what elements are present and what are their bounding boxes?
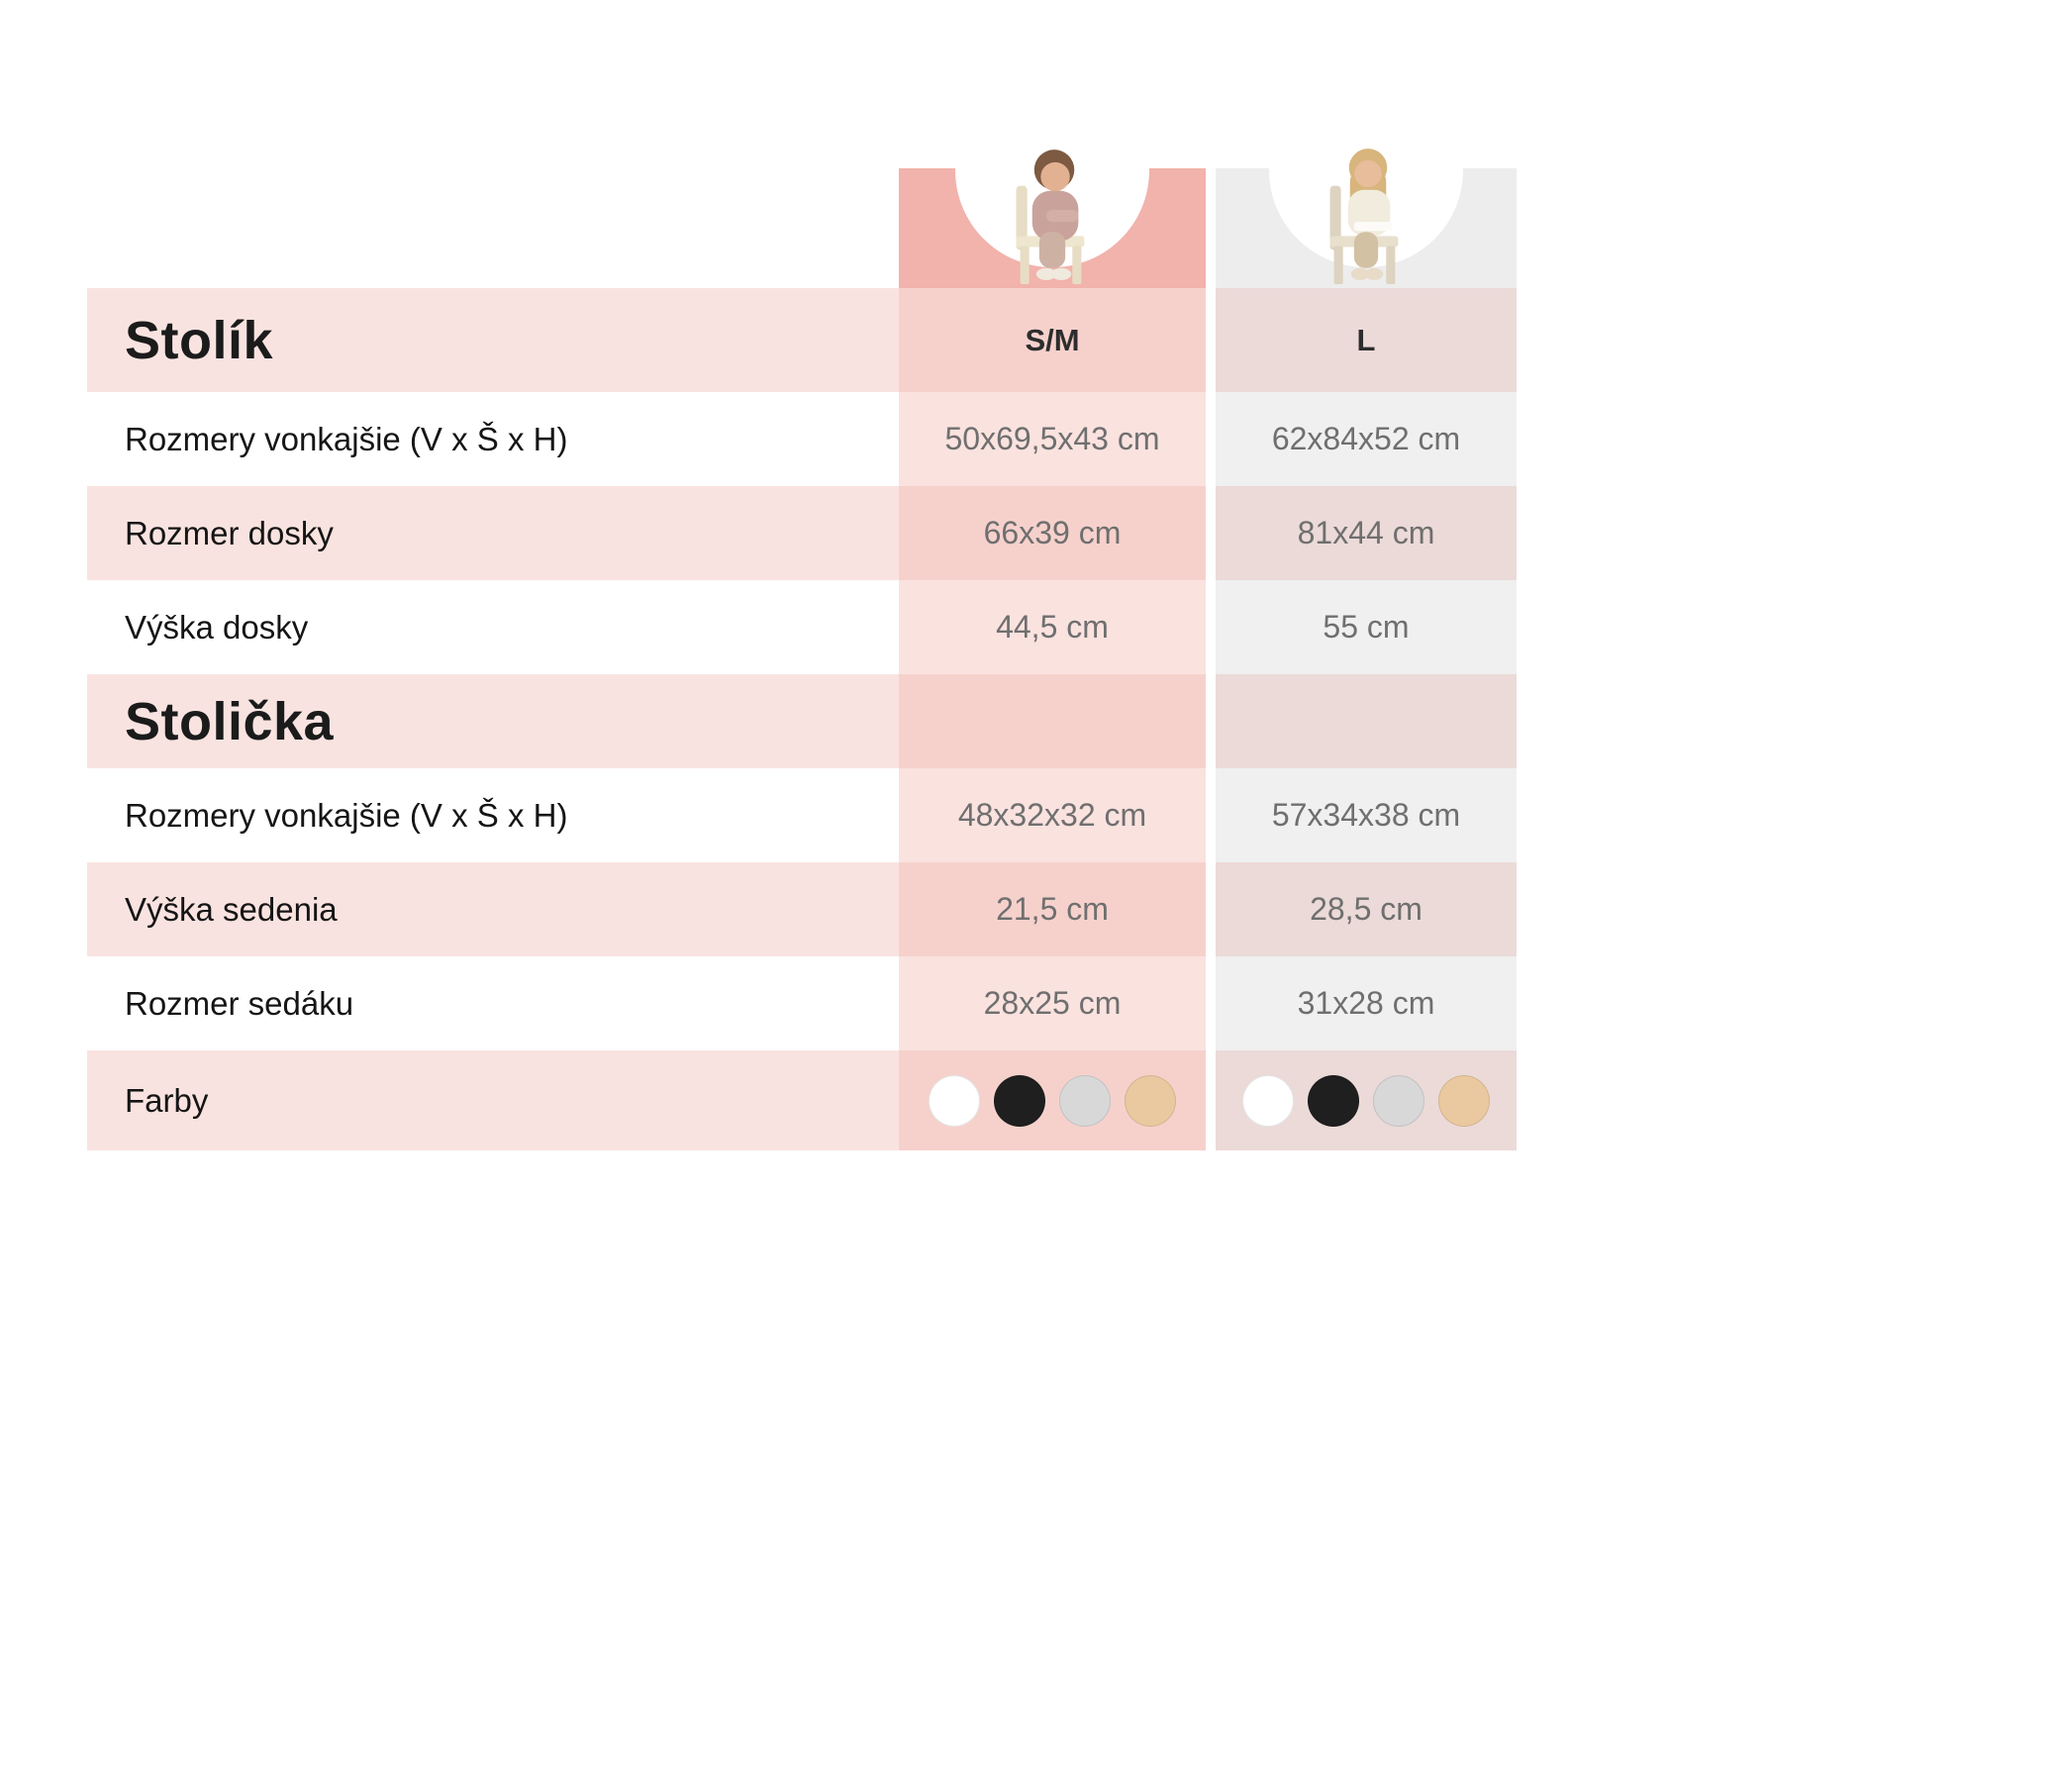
row-label: Rozmer sedáku [125, 984, 354, 1022]
value-l: 31x28 cm [1297, 985, 1435, 1021]
value-cell-sm: 44,5 cm [899, 580, 1206, 674]
color-swatch-black [994, 1074, 1045, 1127]
child-on-chair-photo-l [1329, 149, 1399, 284]
row-label-farby: Farby [125, 1081, 209, 1119]
row-label: Výška dosky [125, 608, 309, 646]
row-label-cell: Rozmery vonkajšie (V x Š x H) [87, 768, 899, 862]
value-cell-l [1216, 1050, 1517, 1150]
color-swatch-black [1308, 1074, 1359, 1127]
value-sm: 66x39 cm [983, 515, 1122, 550]
row-label: Rozmery vonkajšie (V x Š x H) [125, 796, 568, 834]
section-title-cell: Stolička [87, 674, 899, 768]
color-swatch-white [929, 1074, 980, 1127]
section-title-cell: Stolík [87, 288, 899, 392]
value-sm: 48x32x32 cm [957, 797, 1147, 833]
value-cell-sm: 66x39 cm [899, 486, 1206, 580]
empty-cell-l [1216, 674, 1517, 768]
column-gap [1206, 486, 1216, 580]
color-swatches-sm [929, 1074, 1176, 1127]
value-l: 55 cm [1323, 609, 1410, 645]
column-gap [1206, 580, 1216, 674]
table-row: Rozmery vonkajšie (V x Š x H) 50x69,5x43… [87, 392, 1517, 486]
row-label: Rozmery vonkajšie (V x Š x H) [125, 420, 568, 457]
value-cell-l: 31x28 cm [1216, 956, 1517, 1050]
color-swatch-gray [1059, 1074, 1111, 1127]
table-row: Rozmer dosky 66x39 cm 81x44 cm [87, 486, 1517, 580]
color-swatches-l [1242, 1074, 1490, 1127]
color-swatch-gray [1373, 1074, 1424, 1127]
value-cell-l: 57x34x38 cm [1216, 768, 1517, 862]
column-gap [1206, 768, 1216, 862]
value-cell-l: 81x44 cm [1216, 486, 1517, 580]
column-gap [1206, 1050, 1216, 1150]
value-l: 81x44 cm [1297, 515, 1435, 550]
column-gap [1206, 956, 1216, 1050]
value-cell-l: 55 cm [1216, 580, 1517, 674]
column-header-l: L [1356, 322, 1376, 357]
column-header-cell-sm: S/M [899, 288, 1206, 392]
value-sm: 21,5 cm [996, 891, 1109, 927]
section-title-stolik: Stolík [125, 310, 274, 370]
column-photo-cell-l [1216, 149, 1517, 288]
column-gap [1206, 392, 1216, 486]
value-sm: 44,5 cm [996, 609, 1109, 645]
empty-cell-sm [899, 674, 1206, 768]
table-row: Výška dosky 44,5 cm 55 cm [87, 580, 1517, 674]
color-swatch-white [1242, 1074, 1294, 1127]
table-row: Rozmer sedáku 28x25 cm 31x28 cm [87, 956, 1517, 1050]
column-gap [1206, 674, 1216, 768]
color-swatch-beige [1125, 1074, 1176, 1127]
row-label-cell: Výška sedenia [87, 862, 899, 956]
row-label: Rozmer dosky [125, 514, 334, 551]
row-label-cell: Farby [87, 1050, 899, 1150]
row-label-cell: Výška dosky [87, 580, 899, 674]
value-cell-sm: 21,5 cm [899, 862, 1206, 956]
value-l: 62x84x52 cm [1271, 421, 1461, 456]
row-label-cell: Rozmer dosky [87, 486, 899, 580]
section-title-stolicka: Stolička [125, 691, 335, 751]
value-cell-sm: 50x69,5x43 cm [899, 392, 1206, 486]
color-swatch-beige [1438, 1074, 1490, 1127]
column-gap [1206, 862, 1216, 956]
value-cell-l: 62x84x52 cm [1216, 392, 1517, 486]
row-label-cell: Rozmer sedáku [87, 956, 899, 1050]
value-sm: 50x69,5x43 cm [944, 421, 1160, 456]
table-row: Výška sedenia 21,5 cm 28,5 cm [87, 862, 1517, 956]
child-on-chair-photo-sm [1016, 149, 1085, 284]
value-l: 28,5 cm [1310, 891, 1422, 927]
column-photo-cell-sm [899, 149, 1206, 288]
column-gap [1206, 288, 1216, 392]
column-gap [1206, 168, 1216, 288]
row-label: Výška sedenia [125, 890, 338, 928]
header-spacer [87, 168, 899, 288]
value-l: 57x34x38 cm [1271, 797, 1461, 833]
column-header-sm: S/M [1025, 322, 1080, 357]
comparison-table: Stolík S/M L Rozmery vonkajšie (V x Š x … [87, 149, 1517, 1150]
value-cell-sm: 48x32x32 cm [899, 768, 1206, 862]
value-cell-l: 28,5 cm [1216, 862, 1517, 956]
table-row: Rozmery vonkajšie (V x Š x H) 48x32x32 c… [87, 768, 1517, 862]
table-row: Stolík S/M L [87, 288, 1517, 392]
table-row: Farby [87, 1050, 1517, 1150]
value-sm: 28x25 cm [983, 985, 1122, 1021]
column-header-cell-l: L [1216, 288, 1517, 392]
value-cell-sm [899, 1050, 1206, 1150]
value-cell-sm: 28x25 cm [899, 956, 1206, 1050]
column-header-band [87, 149, 1517, 288]
row-label-cell: Rozmery vonkajšie (V x Š x H) [87, 392, 899, 486]
table-row: Stolička [87, 674, 1517, 768]
